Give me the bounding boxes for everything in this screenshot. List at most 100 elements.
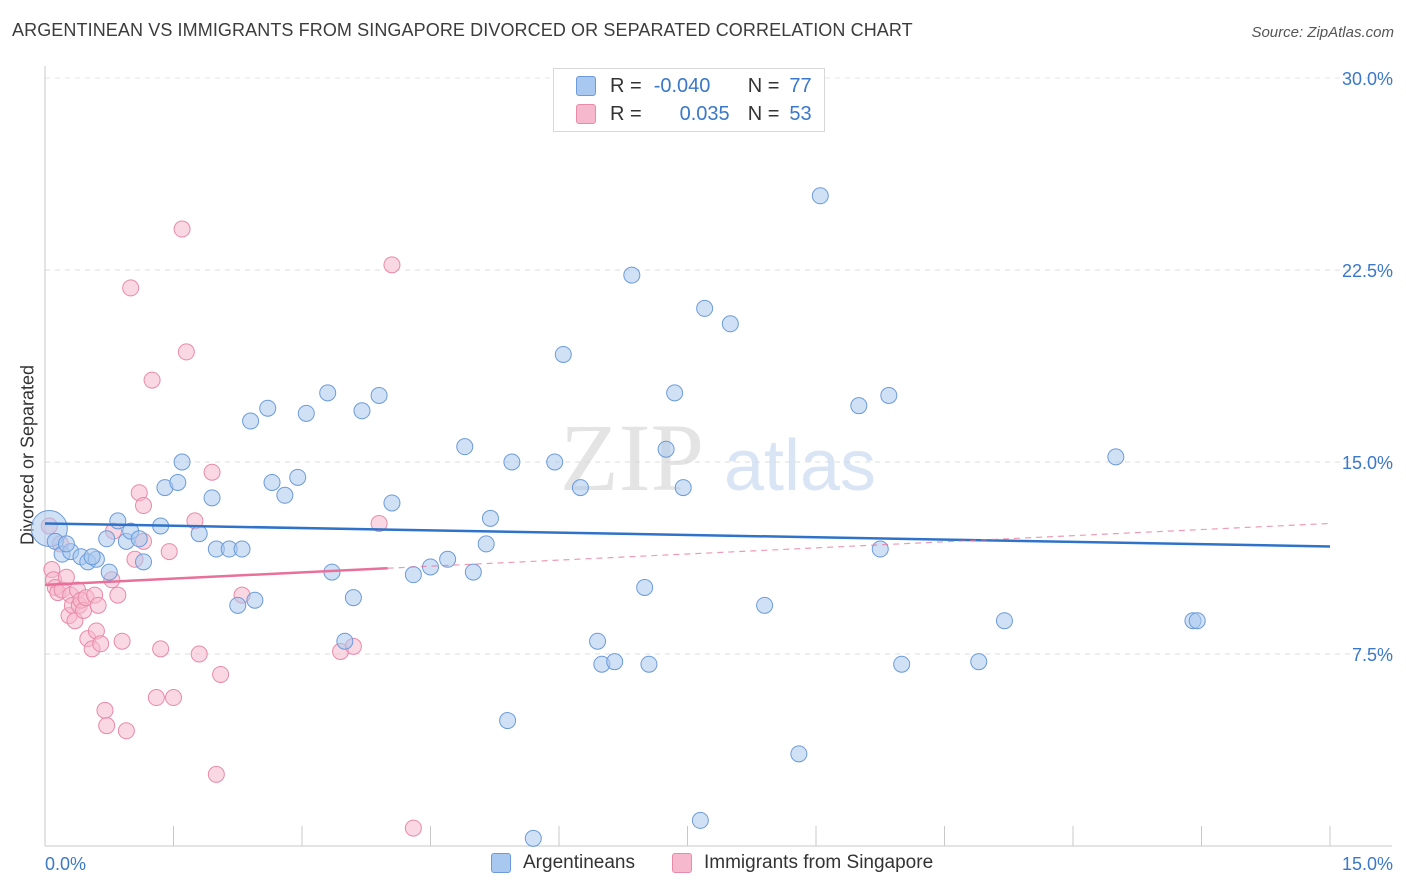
data-point-argentineans [721, 315, 739, 333]
data-point-argentineans [190, 525, 208, 543]
data-point-argentineans [850, 397, 868, 415]
data-point-argentineans [589, 632, 607, 650]
data-point-argentineans [623, 266, 641, 284]
data-point-argentineans [571, 479, 589, 497]
data-point-singapore [177, 343, 195, 361]
legend-item-argentineans: Argentineans [491, 852, 635, 874]
data-point-argentineans [503, 453, 521, 471]
legend-item-singapore: Immigrants from Singapore [672, 852, 933, 874]
data-point-argentineans [691, 811, 709, 829]
swatch-pink [672, 853, 692, 873]
data-point-argentineans [640, 655, 658, 673]
data-point-argentineans [83, 548, 101, 566]
trend-line-singapore-extension [387, 522, 1331, 569]
data-point-argentineans [524, 829, 542, 847]
chart-title: ARGENTINEAN VS IMMIGRANTS FROM SINGAPORE… [12, 20, 913, 40]
legend-n-label: N = [747, 102, 780, 125]
trend-lines [44, 522, 1331, 587]
data-point-singapore [109, 586, 127, 604]
x-tick-label: 15.0% [1342, 854, 1393, 874]
data-point-argentineans [636, 578, 654, 596]
data-point-argentineans [98, 530, 116, 548]
data-point-argentineans [554, 345, 572, 363]
data-point-singapore [173, 220, 191, 238]
gridlines [45, 77, 1392, 655]
data-point-argentineans [57, 535, 75, 553]
data-point-argentineans [173, 453, 191, 471]
data-point-argentineans [1107, 448, 1125, 466]
data-point-argentineans [289, 468, 307, 486]
legend-r-label: R = [610, 74, 642, 97]
data-point-singapore [89, 596, 107, 614]
data-point-argentineans [696, 299, 714, 317]
x-tick-label: 0.0% [45, 854, 86, 874]
data-point-argentineans [344, 589, 362, 607]
data-point-argentineans [546, 453, 564, 471]
data-point-argentineans [439, 550, 457, 568]
data-point-argentineans [203, 489, 221, 507]
trend-line-argentineans [44, 522, 1331, 548]
legend-swatch-pink [576, 104, 596, 124]
legend-n-value: 53 [789, 102, 812, 125]
data-point-argentineans [169, 473, 187, 491]
data-point-singapore [98, 717, 116, 735]
watermark: ZIP atlas [560, 404, 876, 511]
data-point-argentineans [370, 386, 388, 404]
trend-line-singapore [44, 566, 388, 587]
data-point-argentineans [353, 402, 371, 420]
data-point-argentineans [893, 655, 911, 673]
data-point-argentineans [109, 512, 127, 530]
data-point-argentineans [871, 540, 889, 558]
data-point-argentineans [246, 591, 264, 609]
legend-n-label: N = [747, 74, 780, 97]
legend-r-value: 0.035 [679, 102, 730, 125]
data-point-argentineans [404, 566, 422, 584]
data-point-singapore [57, 568, 75, 586]
data-point-argentineans [657, 440, 675, 458]
data-point-argentineans [666, 384, 684, 402]
legend-label-argentineans: Argentineans [523, 852, 635, 873]
data-point-singapore [147, 689, 165, 707]
data-point-singapore [160, 543, 178, 561]
data-point-singapore [117, 722, 135, 740]
legend-r-label: R = [610, 102, 642, 125]
data-point-singapore [212, 665, 230, 683]
data-point-argentineans [259, 399, 277, 417]
data-point-argentineans [229, 596, 247, 614]
data-point-argentineans [970, 653, 988, 671]
swatch-blue [491, 853, 511, 873]
data-point-argentineans [880, 386, 898, 404]
watermark-atlas: atlas [724, 426, 876, 506]
legend-swatch-blue [576, 76, 596, 96]
data-point-argentineans [464, 563, 482, 581]
data-point-singapore [152, 640, 170, 658]
legend-label-singapore: Immigrants from Singapore [704, 852, 934, 873]
data-point-argentineans [276, 486, 294, 504]
data-point-argentineans [297, 404, 315, 422]
data-point-singapore [92, 635, 110, 653]
series-argentineans-points [30, 187, 1206, 847]
data-point-singapore [190, 645, 208, 663]
data-point-argentineans [1188, 612, 1206, 630]
data-point-argentineans [811, 187, 829, 205]
y-tick-label: 30.0% [1342, 69, 1393, 89]
data-point-argentineans [100, 563, 118, 581]
series-legend: Argentineans Immigrants from Singapore [0, 850, 1406, 880]
legend-row-singapore: R = 0.035 N = 53 [576, 101, 812, 127]
data-point-argentineans [606, 653, 624, 671]
data-point-argentineans [674, 479, 692, 497]
data-point-singapore [113, 632, 131, 650]
data-point-singapore [404, 819, 422, 837]
data-point-singapore [135, 497, 153, 515]
data-point-singapore [122, 279, 140, 297]
data-point-argentineans [135, 553, 153, 571]
data-point-argentineans [336, 632, 354, 650]
data-point-argentineans [481, 509, 499, 527]
data-point-argentineans [319, 384, 337, 402]
data-point-singapore [370, 514, 388, 532]
y-tick-label: 7.5% [1352, 645, 1393, 665]
source-label: Source: ZipAtlas.com [1251, 24, 1394, 41]
data-point-argentineans [263, 473, 281, 491]
axes [44, 66, 1392, 847]
